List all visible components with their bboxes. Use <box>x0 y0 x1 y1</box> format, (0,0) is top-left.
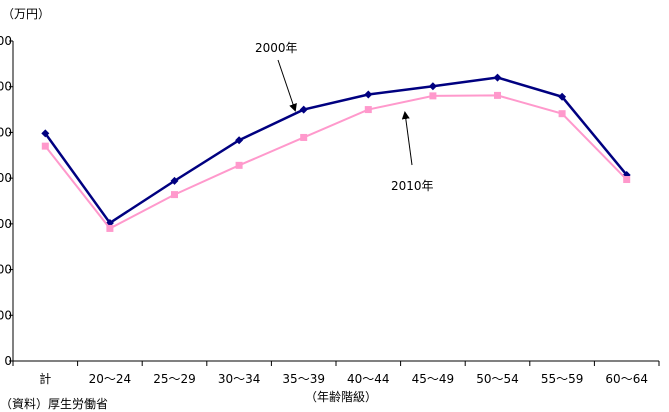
y-tick-label: 0 <box>4 354 12 368</box>
data-point <box>41 129 50 138</box>
data-point <box>364 106 372 114</box>
data-point <box>299 105 308 114</box>
annotation-arrow <box>277 59 297 112</box>
data-point <box>41 142 49 150</box>
x-tick-label: 45～49 <box>412 372 455 386</box>
annotation-arrow <box>401 111 413 166</box>
source-note: （資料）厚生労働省 <box>0 397 109 411</box>
data-point <box>235 161 243 169</box>
data-point <box>171 191 178 199</box>
y-tick-label: 500 <box>0 125 12 139</box>
axes <box>12 41 659 362</box>
data-point <box>300 133 308 141</box>
series-label-2010: 2010年 <box>391 179 434 193</box>
x-axis-ticks: 計 20～24 25～29 30～34 35～39 40～44 45～49 50～54 55～5… <box>12 361 660 386</box>
x-axis-title: （年齢階級） <box>305 390 378 404</box>
y-tick-label: 600 <box>0 80 12 94</box>
y-tick-label: 400 <box>0 171 12 185</box>
series-2 <box>41 91 631 232</box>
x-tick-label: 55～59 <box>541 372 584 386</box>
data-point <box>429 92 437 100</box>
data-point <box>235 136 244 145</box>
annotations: 2000年 2010年 <box>255 41 434 193</box>
series-line <box>44 94 628 230</box>
data-point <box>170 176 179 185</box>
y-axis-unit-label: （万円） <box>2 7 51 21</box>
x-tick-label: 50～54 <box>476 372 519 386</box>
x-tick-label: 25～29 <box>153 372 196 386</box>
series-1 <box>41 73 631 227</box>
data-point <box>493 73 502 82</box>
x-tick-label: 20～24 <box>89 372 132 386</box>
series-line <box>44 76 628 225</box>
y-tick-label: 200 <box>0 263 12 277</box>
x-tick-label: 30～34 <box>218 372 261 386</box>
data-point <box>494 91 501 99</box>
series-layer <box>41 73 631 232</box>
data-point <box>558 92 567 101</box>
data-point <box>558 110 566 118</box>
x-tick-label: 35～39 <box>282 372 325 386</box>
y-tick-label: 300 <box>0 217 12 231</box>
data-point <box>364 90 373 99</box>
data-point <box>106 224 114 232</box>
y-tick-label: 100 <box>0 308 12 322</box>
series-label-2000: 2000年 <box>255 41 298 55</box>
x-tick-label: 計 <box>39 371 51 386</box>
data-point <box>428 82 437 91</box>
x-tick-label: 60～64 <box>605 372 648 386</box>
data-point <box>623 176 631 184</box>
y-tick-label: 700 <box>0 34 12 48</box>
y-axis-ticks: 0 100 200 300 400 500 600 700 <box>0 34 13 368</box>
x-tick-label: 40～44 <box>347 372 390 386</box>
